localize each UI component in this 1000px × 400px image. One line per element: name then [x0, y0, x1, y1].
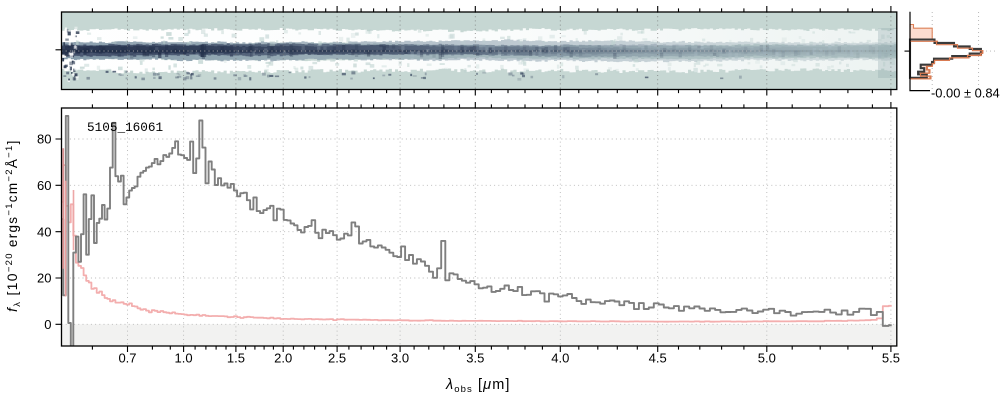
- svg-text:40: 40: [37, 224, 51, 239]
- svg-text:-0.00 ± 0.84: -0.00 ± 0.84: [931, 86, 1000, 101]
- svg-text:60: 60: [37, 178, 51, 193]
- svg-text:3.0: 3.0: [391, 351, 409, 366]
- svg-text:5.5: 5.5: [882, 351, 900, 366]
- svg-text:2.0: 2.0: [274, 351, 292, 366]
- svg-text:fλ [10−20 ergs−1cm−2Å−1]: fλ [10−20 ergs−1cm−2Å−1]: [4, 139, 23, 312]
- svg-text:0.7: 0.7: [118, 351, 136, 366]
- svg-text:4.5: 4.5: [649, 351, 667, 366]
- svg-text:4.0: 4.0: [551, 351, 569, 366]
- svg-text:0: 0: [44, 317, 51, 332]
- svg-text:5.0: 5.0: [758, 351, 776, 366]
- svg-text:λobs [μm]: λobs [μm]: [445, 377, 511, 395]
- svg-text:1.0: 1.0: [175, 351, 193, 366]
- svg-text:20: 20: [37, 271, 51, 286]
- svg-text:5105_16061: 5105_16061: [87, 120, 163, 135]
- svg-text:1.5: 1.5: [227, 351, 245, 366]
- svg-text:3.5: 3.5: [466, 351, 484, 366]
- svg-text:2.5: 2.5: [328, 351, 346, 366]
- svg-text:80: 80: [37, 132, 51, 147]
